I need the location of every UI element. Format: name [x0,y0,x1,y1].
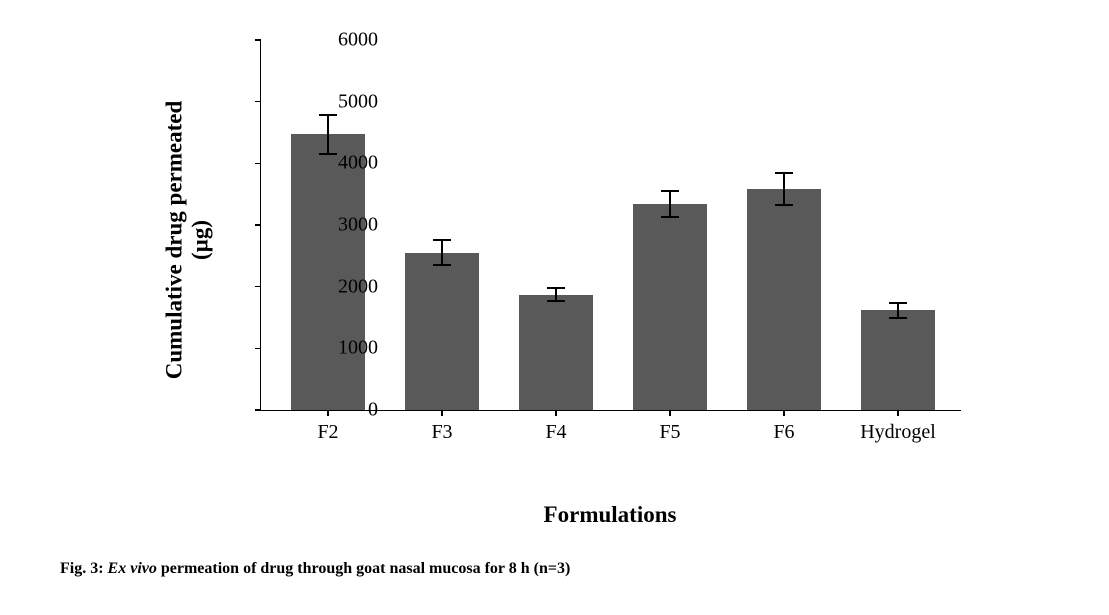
x-tick-label: Hydrogel [843,421,953,444]
y-tick-mark [255,163,261,165]
y-axis-title-line1: Cumulative drug permeated [162,101,187,380]
x-tick-mark [669,410,671,416]
bar [747,189,821,410]
error-bar-cap [547,300,565,302]
y-tick-label: 0 [278,399,378,422]
error-bar-stem [669,191,671,217]
figure-root: Cumulative drug permeated (µg) F2F3F4F5F… [0,0,1109,615]
error-bar-cap [319,114,337,116]
error-bar-cap [775,204,793,206]
error-bar-cap [433,264,451,266]
x-tick-label: F3 [387,421,497,444]
chart-area: Cumulative drug permeated (µg) F2F3F4F5F… [160,30,990,460]
y-tick-mark [255,39,261,41]
y-tick-mark [255,348,261,350]
error-bar-cap [775,172,793,174]
caption-prefix: Fig. 3: [60,560,108,577]
y-tick-label: 5000 [278,90,378,113]
figure-caption: Fig. 3: Ex vivo permeation of drug throu… [60,560,570,578]
y-axis-title: Cumulative drug permeated (µg) [162,101,215,380]
x-axis-title: Formulations [544,502,677,528]
y-tick-label: 3000 [278,214,378,237]
y-tick-mark [255,409,261,411]
error-bar-stem [327,115,329,154]
y-tick-label: 2000 [278,275,378,298]
y-tick-label: 1000 [278,337,378,360]
bar [519,295,593,410]
error-bar-stem [441,240,443,265]
y-tick-label: 6000 [278,29,378,52]
bar [633,204,707,410]
error-bar-cap [889,302,907,304]
x-tick-label: F6 [729,421,839,444]
x-tick-label: F4 [501,421,611,444]
x-tick-label: F5 [615,421,725,444]
bar [861,310,935,410]
error-bar-cap [661,190,679,192]
error-bar-cap [889,317,907,319]
x-tick-label: F2 [273,421,383,444]
error-bar-stem [783,173,785,205]
caption-italic: Ex vivo [108,560,157,577]
x-tick-mark [555,410,557,416]
error-bar-stem [897,303,899,318]
y-axis-title-line2: (µg) [188,220,213,260]
error-bar-cap [661,216,679,218]
y-tick-mark [255,224,261,226]
x-tick-mark [441,410,443,416]
x-tick-mark [783,410,785,416]
y-tick-mark [255,286,261,288]
error-bar-cap [547,287,565,289]
x-tick-mark [897,410,899,416]
bar [405,253,479,410]
error-bar-stem [555,288,557,302]
caption-rest: permeation of drug through goat nasal mu… [157,560,570,577]
y-tick-label: 4000 [278,152,378,175]
bar [291,134,365,410]
y-tick-mark [255,101,261,103]
error-bar-cap [433,239,451,241]
